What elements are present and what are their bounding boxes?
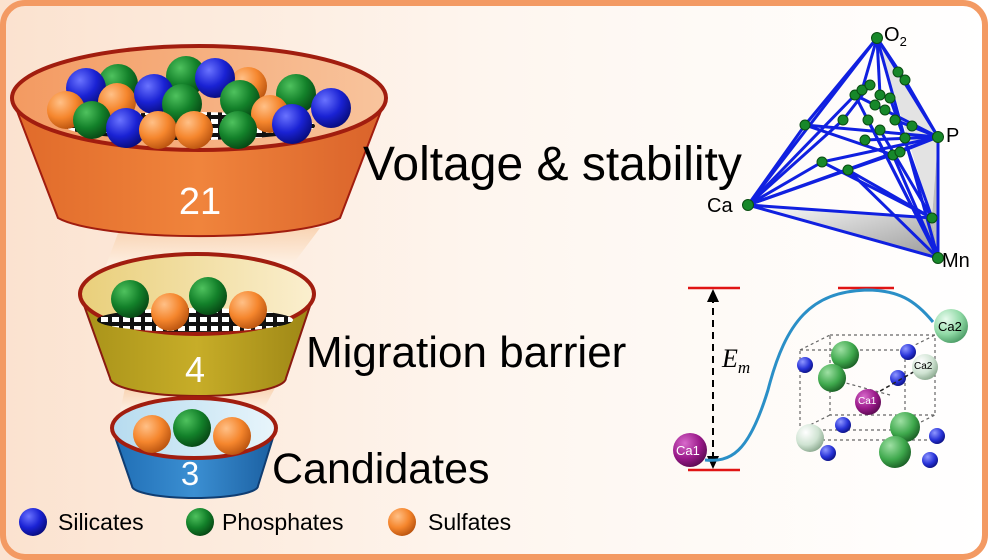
energy-subscript: m <box>737 358 751 378</box>
phosphate-ball <box>189 277 227 315</box>
phase-diagram <box>742 32 944 264</box>
legend-phosphates-marker <box>186 508 214 536</box>
migration-barrier-label: Migration barrier <box>306 328 627 377</box>
sulfate-ball <box>133 415 171 453</box>
bowl-voltage-stability <box>10 44 388 238</box>
silicate-ball <box>106 108 146 148</box>
inset-ca2-label: Ca2 <box>914 361 933 372</box>
legend-sulfates-marker <box>388 508 416 536</box>
sulfate-ball <box>151 293 189 331</box>
phase-point <box>816 156 828 168</box>
inset-ca1-label: Ca1 <box>858 396 877 407</box>
crystal-ion <box>922 452 938 468</box>
o2-subscript: 2 <box>899 34 907 49</box>
bowl-migration-barrier <box>78 252 316 397</box>
phase-point <box>869 99 881 111</box>
phase-point <box>892 66 904 78</box>
crystal-ion <box>831 341 859 369</box>
vertex-p-label: P <box>946 125 960 147</box>
crystal-ion <box>797 357 813 373</box>
energy-symbol: E <box>722 344 738 373</box>
crystal-ion <box>796 424 824 452</box>
legend-silicates-marker <box>19 508 47 536</box>
sulfate-ball <box>139 111 177 149</box>
ball-pile <box>111 277 267 331</box>
vertex-mn-label: Mn <box>942 250 970 272</box>
crystal-ion <box>890 370 906 386</box>
unit-cell-frame <box>799 334 936 441</box>
phase-points <box>742 32 944 264</box>
migration-energy-profile <box>673 286 968 472</box>
ca1-site-label: Ca1 <box>676 443 700 458</box>
voltage-stability-label: Voltage & stability <box>363 138 742 191</box>
ca2-site-label: Ca2 <box>938 319 962 334</box>
o2-symbol: O <box>884 24 900 46</box>
legend-sulfates-label: Sulfates <box>428 509 512 535</box>
phase-point <box>884 92 896 104</box>
phase-vertex-mn <box>932 252 944 264</box>
phase-point <box>837 114 849 126</box>
crystal-ca1-ion <box>855 389 881 415</box>
phosphate-ball <box>220 80 260 120</box>
phase-point <box>906 120 918 132</box>
phase-vertex-o2 <box>871 32 883 44</box>
bowl-count-21: 21 <box>178 181 222 223</box>
crystal-ion <box>900 344 916 360</box>
legend-phosphates-label: Phosphates <box>222 509 344 535</box>
crystal-ion <box>820 445 836 461</box>
phase-vertex-p <box>932 131 944 143</box>
phase-point <box>862 114 874 126</box>
phase-point <box>864 79 876 91</box>
crystal-ion <box>818 364 846 392</box>
ca2-site-ion <box>934 309 968 343</box>
crystal-ca2-ion <box>912 354 938 380</box>
phase-point <box>842 164 854 176</box>
phosphate-ball <box>173 409 211 447</box>
phase-point <box>856 84 868 96</box>
phase-vertex-ca <box>742 199 754 211</box>
energy-label: Em <box>722 344 750 378</box>
ca1-site-ion <box>673 433 707 467</box>
crystal-ion <box>879 436 911 468</box>
phosphate-ball <box>73 101 111 139</box>
legend <box>19 508 416 536</box>
phase-point <box>879 104 891 116</box>
phosphate-ball <box>219 111 257 149</box>
phosphate-ball <box>111 280 149 318</box>
bowl-candidates <box>110 396 278 499</box>
energy-arrow-head-up <box>707 289 719 302</box>
phase-point <box>799 119 811 131</box>
crystal-ion <box>890 412 920 442</box>
phase-point <box>874 89 886 101</box>
sulfate-ball <box>229 291 267 329</box>
silicate-ball <box>272 104 312 144</box>
phase-point <box>874 124 886 136</box>
bowl-count-3: 3 <box>180 455 200 492</box>
phase-point <box>926 212 938 224</box>
crystal-ion <box>929 428 945 444</box>
ball-pile <box>133 409 251 455</box>
phase-point <box>889 114 901 126</box>
candidates-label: Candidates <box>272 445 490 493</box>
bowl-count-4: 4 <box>184 349 206 390</box>
crystal-structure <box>796 334 945 468</box>
vertex-ca-label: Ca <box>707 195 733 217</box>
phase-point <box>894 146 906 158</box>
energy-curve <box>704 288 935 462</box>
silicate-ball <box>311 88 351 128</box>
sulfate-ball <box>213 417 251 455</box>
ball-pile <box>47 56 351 149</box>
vertex-o2-label: O2 <box>884 24 907 49</box>
phase-point <box>899 132 911 144</box>
crystal-ion <box>835 417 851 433</box>
legend-silicates-label: Silicates <box>58 509 144 535</box>
phase-point <box>859 134 871 146</box>
phase-point <box>899 74 911 86</box>
sulfate-ball <box>175 111 213 149</box>
